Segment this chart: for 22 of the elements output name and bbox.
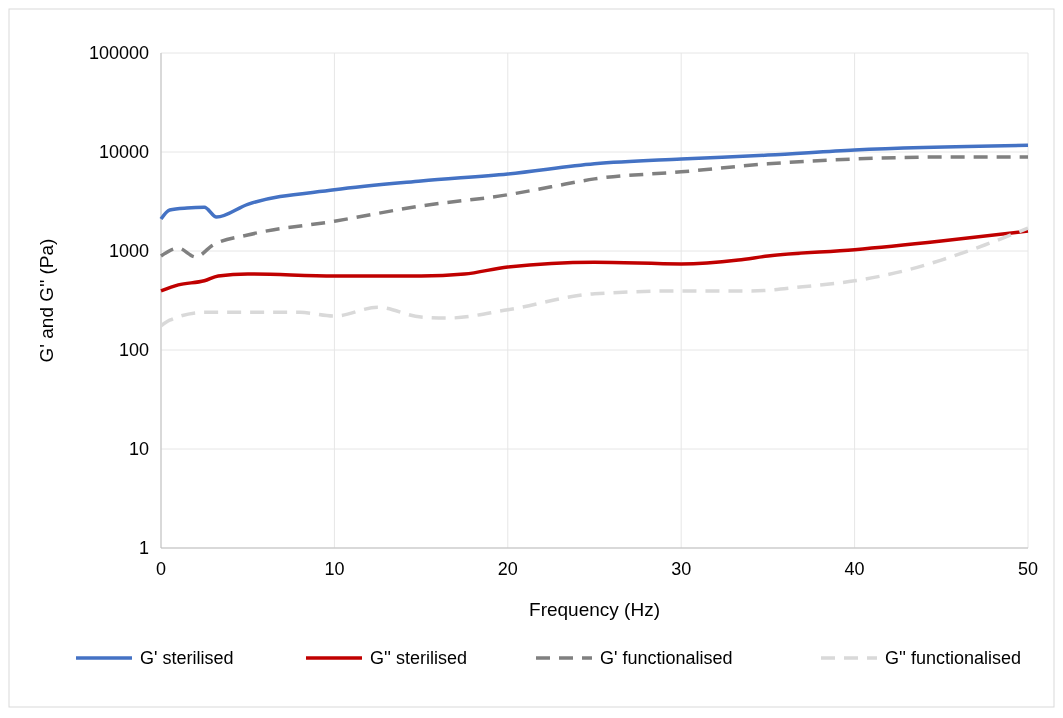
y-axis-title: G' and G'' (Pa) (36, 238, 57, 363)
line-series (159, 143, 1030, 221)
legend-label: G'' sterilised (370, 648, 467, 669)
x-tick-label: 20 (497, 559, 518, 579)
x-tick-label: 0 (155, 559, 167, 579)
y-tick-label: 10 (128, 439, 149, 460)
line-series (159, 226, 1030, 328)
y-tick-label: 100000 (88, 43, 149, 64)
x-tick-label: 50 (1017, 559, 1039, 579)
legend-label: G' functionalised (600, 648, 733, 669)
line-series (159, 229, 1030, 293)
y-tick-label: 100 (118, 340, 149, 361)
x-axis-title: Frequency (Hz) (529, 599, 660, 620)
line-series (159, 155, 1030, 259)
y-tick-label: 1 (138, 538, 149, 559)
x-tick-label: 30 (671, 559, 692, 579)
y-tick-label: 10000 (98, 142, 149, 163)
y-tick-label: 1000 (108, 241, 149, 262)
x-tick-label: 10 (324, 559, 345, 579)
legend-label: G' sterilised (140, 648, 234, 669)
x-tick-label: 40 (844, 559, 865, 579)
legend-label: G'' functionalised (885, 648, 1021, 669)
